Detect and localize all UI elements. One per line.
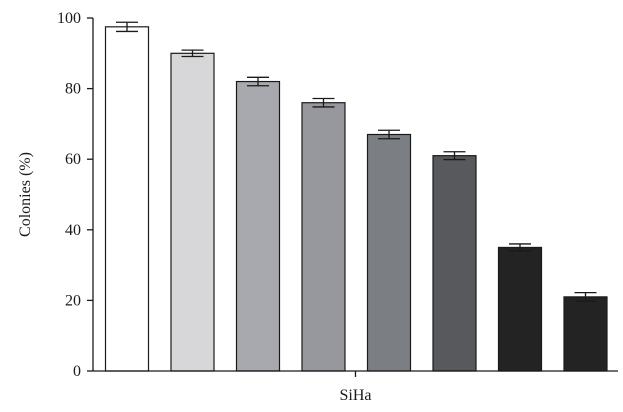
y-tick-label: 40 (65, 222, 81, 239)
error-bars-group (116, 21, 597, 302)
bar (432, 155, 477, 372)
bar (235, 80, 281, 372)
y-tick-label: 20 (65, 292, 81, 309)
y-ticks-group: 0 20 40 60 80 100 (57, 10, 93, 380)
y-axis-label: Colonies (%) (17, 152, 34, 237)
x-axis-label: SiHa (340, 387, 372, 404)
bar (366, 133, 412, 372)
bar (563, 296, 608, 372)
bar (104, 26, 150, 372)
bar (497, 246, 543, 372)
bar (170, 52, 215, 372)
y-tick-label: 80 (65, 81, 81, 98)
bar (301, 102, 346, 372)
bars-group (104, 26, 608, 372)
y-tick-label: 60 (65, 151, 81, 168)
y-tick-label: 0 (73, 363, 81, 380)
y-tick-label: 100 (57, 10, 81, 27)
